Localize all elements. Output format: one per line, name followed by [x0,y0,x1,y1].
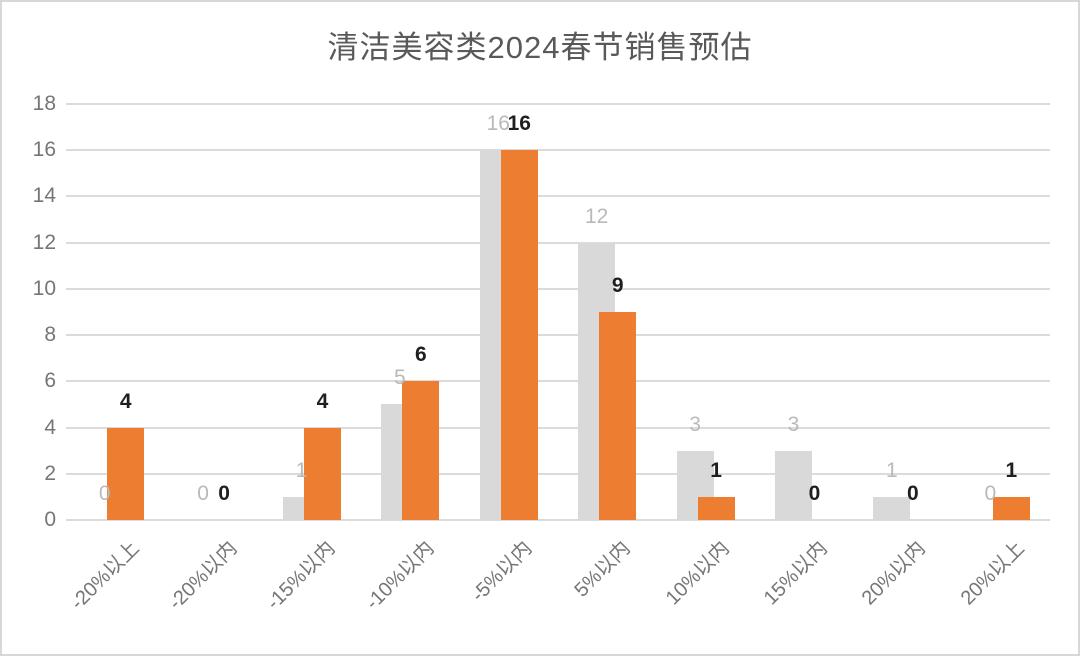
y-axis-tick-label: 18 [32,92,56,115]
y-axis-tick-label: 4 [44,415,56,439]
gridline [66,334,1050,337]
bar-orange-series [697,496,735,520]
bar-label-gray-series: 12 [585,204,609,228]
bar-label-orange-series: 0 [218,482,230,505]
bar-label-orange-series: 0 [907,482,919,505]
bar-label-gray-series: 16 [486,112,510,136]
bar-label-orange-series: 6 [415,343,427,367]
bar-label-orange-series: 1 [1005,458,1018,482]
gridline [66,519,1050,521]
gridline [66,241,1050,244]
bar-label-gray-series: 3 [787,412,800,436]
bar-orange-series [500,150,538,520]
bar-label-orange-series: 4 [119,389,132,413]
x-axis-category-label: 20%以上 [956,537,1029,610]
y-axis-tick-label: 12 [32,230,56,254]
bar-orange-series [402,381,440,520]
bar-label-gray-series: 1 [886,458,898,482]
chart-title: 清洁美容类2024春节销售预估 [327,30,753,65]
gridline [66,472,1050,475]
y-axis-tick-label: 6 [44,369,56,393]
gridline [66,149,1050,152]
gridline [66,426,1050,429]
bar-label-gray-series: 0 [197,482,209,505]
x-axis-category-label: -15%以内 [262,537,340,615]
bar-orange-series [599,312,637,520]
x-axis-category-label: 15%以内 [759,537,832,610]
x-axis-category-label: -5%以内 [467,537,537,607]
bar-label-gray-series: 0 [98,482,111,505]
y-axis-tick-label: 8 [44,323,56,347]
y-axis-tick-label: 16 [32,138,56,162]
gridline [66,287,1050,290]
x-axis-category-label: 5%以内 [570,537,636,602]
bar-label-orange-series: 1 [710,458,722,482]
bar-label-gray-series: 3 [689,412,701,436]
x-axis-category-label: 10%以内 [661,537,734,610]
bar-label-orange-series: 0 [808,482,821,505]
bar-label-orange-series: 16 [507,112,531,136]
bar-orange-series [992,496,1030,520]
bar-orange-series [107,427,145,520]
bar-label-gray-series: 5 [394,366,406,390]
y-axis-tick-label: 0 [44,508,56,531]
x-axis-category-label: 20%以内 [858,537,931,610]
bar-label-orange-series: 9 [611,274,624,297]
bar-label-gray-series: 0 [984,482,997,505]
bar-label-gray-series: 1 [295,458,308,482]
gridline [66,195,1050,198]
x-axis-category-label: -20%以上 [66,537,144,615]
y-axis-tick-label: 10 [32,276,56,300]
y-axis-tick-label: 2 [44,461,56,485]
y-axis-tick-label: 14 [32,184,56,208]
bar-gray-series [775,450,812,520]
bar-gray-series [873,496,911,520]
x-axis-category-label: -20%以内 [164,537,242,615]
bar-orange-series [304,427,341,520]
gridline [66,380,1050,383]
gridline [66,103,1050,105]
x-axis-category-label: -10%以内 [361,537,439,615]
bar-label-orange-series: 4 [316,389,329,413]
